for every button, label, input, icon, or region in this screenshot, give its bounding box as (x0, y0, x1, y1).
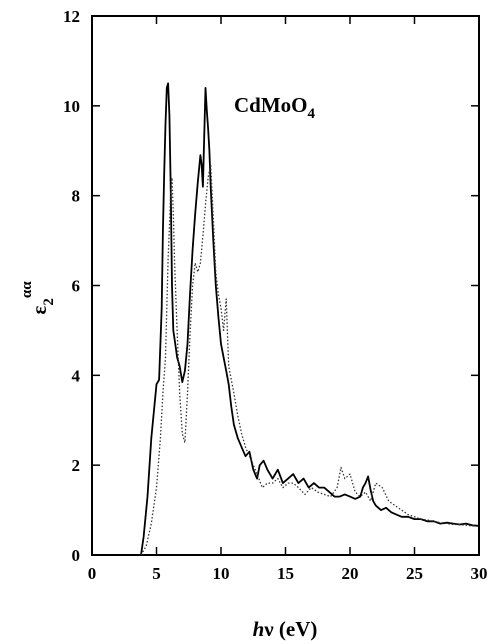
material-annotation: CdMoO4 (234, 93, 316, 122)
x-tick-label-5: 25 (406, 564, 423, 583)
x-tick-label-4: 20 (342, 564, 359, 583)
y-tick-label-1: 2 (72, 456, 81, 475)
x-tick-label-3: 15 (277, 564, 294, 583)
y-tick-label-2: 4 (72, 366, 81, 385)
y-tick-labels: 0 2 4 6 8 10 12 (63, 7, 81, 565)
x-tick-label-0: 0 (88, 564, 97, 583)
y-tick-label-4: 8 (72, 187, 81, 206)
axis-ticks (91, 15, 480, 556)
x-tick-label-1: 5 (152, 564, 161, 583)
series-solid-line (140, 82, 480, 556)
y-tick-label-6: 12 (63, 7, 80, 26)
y-axis-label: ε2αα (19, 281, 57, 315)
x-tick-label-6: 30 (471, 564, 488, 583)
x-tick-label-2: 10 (213, 564, 230, 583)
y-tick-label-0: 0 (72, 546, 81, 565)
series-lines (140, 82, 480, 556)
x-tick-labels: 0 5 10 15 20 25 30 (88, 564, 488, 583)
y-tick-label-5: 10 (63, 97, 80, 116)
series-dotted-line (140, 163, 480, 556)
y-tick-label-3: 6 (72, 277, 81, 296)
x-axis-label: hν (eV) (253, 617, 318, 641)
svg-text:ε2αα: ε2αα (19, 281, 57, 315)
